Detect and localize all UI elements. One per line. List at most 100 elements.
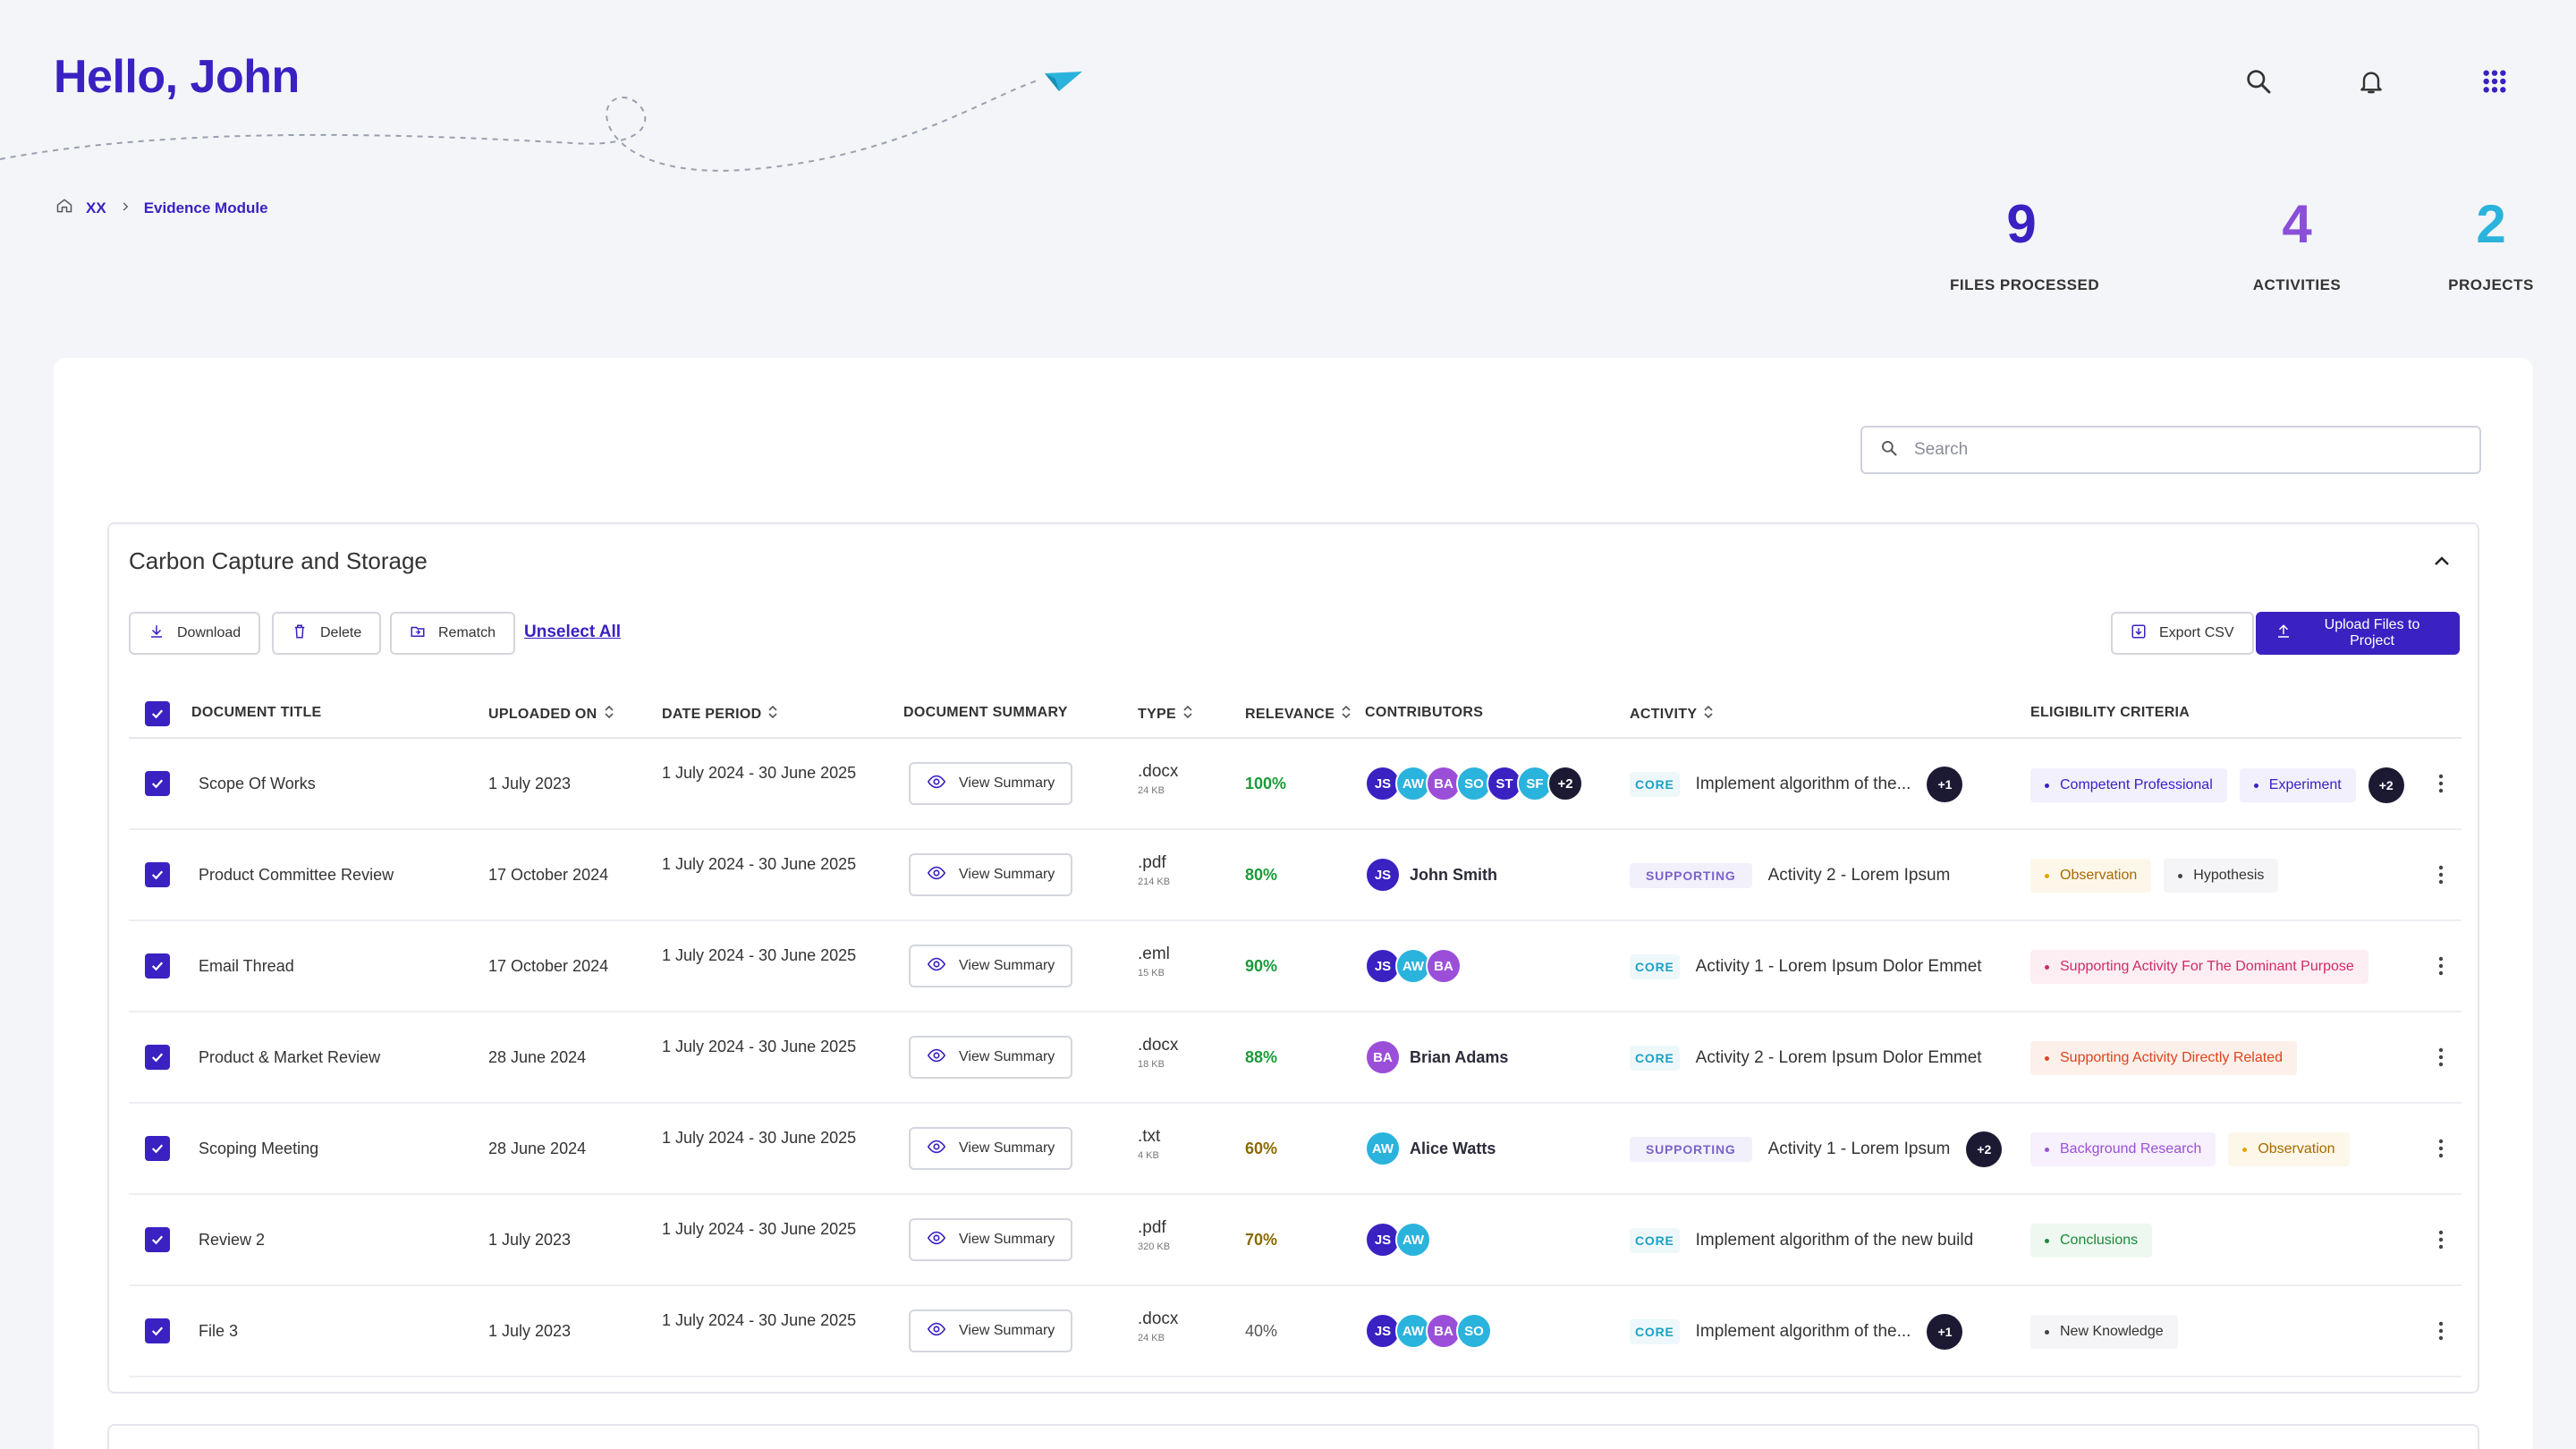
avatar[interactable]: AW bbox=[1395, 1222, 1431, 1258]
more-activities-badge[interactable]: +1 bbox=[1927, 1314, 1963, 1350]
avatar[interactable]: AW bbox=[1365, 1131, 1401, 1166]
table-row[interactable]: Scoping Meeting 28 June 2024 1 July 2024 -… bbox=[129, 1104, 2462, 1195]
more-activities-badge[interactable]: +1 bbox=[1927, 767, 1963, 802]
kebab-menu-icon[interactable] bbox=[2428, 1222, 2454, 1258]
col-relevance[interactable]: RELEVANCE bbox=[1245, 705, 1351, 724]
table-row[interactable]: Review 2 1 July 2023 1 July 2024 - 30 June… bbox=[129, 1195, 2462, 1286]
dot-icon bbox=[2253, 783, 2258, 788]
more-activities-badge[interactable]: +2 bbox=[1966, 1131, 2003, 1167]
view-summary-button[interactable]: View Summary bbox=[909, 762, 1073, 805]
view-summary-button[interactable]: View Summary bbox=[909, 853, 1073, 896]
delete-button[interactable]: Delete bbox=[272, 612, 382, 655]
activity-text[interactable]: Implement algorithm of the... bbox=[1695, 775, 1911, 793]
row-checkbox[interactable] bbox=[145, 771, 170, 796]
rematch-button[interactable]: Rematch bbox=[390, 612, 516, 655]
search-input[interactable] bbox=[1914, 440, 2451, 460]
table-row[interactable]: Scope Of Works 1 July 2023 1 July 2024 - 3… bbox=[129, 739, 2462, 830]
avatar[interactable]: AW bbox=[1395, 948, 1431, 984]
avatar[interactable]: BA bbox=[1426, 766, 1462, 801]
col-document-title[interactable]: DOCUMENT TITLE bbox=[191, 705, 322, 720]
kebab-menu-icon[interactable] bbox=[2428, 1039, 2454, 1075]
criteria-pill[interactable]: New Knowledge bbox=[2030, 1315, 2178, 1349]
export-csv-button[interactable]: Export CSV bbox=[2111, 612, 2254, 655]
criteria-pill[interactable]: Hypothesis bbox=[2164, 859, 2279, 893]
view-summary-button[interactable]: View Summary bbox=[909, 945, 1073, 987]
avatar[interactable]: BA bbox=[1365, 1039, 1401, 1075]
search-icon[interactable] bbox=[2238, 61, 2279, 102]
kebab-menu-icon[interactable] bbox=[2428, 766, 2454, 801]
sort-icon[interactable] bbox=[1342, 705, 1351, 724]
apps-grid-icon[interactable] bbox=[2474, 61, 2515, 102]
row-checkbox[interactable] bbox=[145, 953, 170, 979]
table-row[interactable]: File 3 1 July 2023 1 July 2024 - 30 June 2… bbox=[129, 1286, 2462, 1377]
row-checkbox[interactable] bbox=[145, 862, 170, 887]
sort-icon[interactable] bbox=[1704, 705, 1713, 724]
document-title[interactable]: Scoping Meeting bbox=[199, 1140, 319, 1157]
stat-label: FILES PROCESSED bbox=[1950, 276, 2100, 293]
breadcrumb-root[interactable]: XX bbox=[86, 199, 106, 216]
activity-text[interactable]: Activity 2 - Lorem Ipsum bbox=[1767, 866, 1951, 885]
activity-text[interactable]: Activity 1 - Lorem Ipsum bbox=[1767, 1140, 1951, 1158]
avatar[interactable]: JS bbox=[1365, 1313, 1401, 1349]
view-summary-button[interactable]: View Summary bbox=[909, 1309, 1073, 1352]
document-title[interactable]: Product Committee Review bbox=[199, 866, 394, 884]
more-contributors-badge[interactable]: +2 bbox=[1547, 766, 1583, 801]
unselect-all-link[interactable]: Unselect All bbox=[524, 623, 622, 641]
criteria-pill[interactable]: Supporting Activity For The Dominant Pur… bbox=[2030, 950, 2368, 984]
avatar[interactable]: JS bbox=[1365, 857, 1401, 893]
avatar[interactable]: SO bbox=[1456, 1313, 1492, 1349]
criteria-pill[interactable]: Observation bbox=[2030, 859, 2152, 893]
avatar[interactable]: SF bbox=[1517, 766, 1553, 801]
sort-icon[interactable] bbox=[768, 705, 778, 724]
avatar[interactable]: BA bbox=[1426, 948, 1462, 984]
col-type[interactable]: TYPE bbox=[1138, 705, 1192, 724]
view-summary-button[interactable]: View Summary bbox=[909, 1036, 1073, 1079]
kebab-menu-icon[interactable] bbox=[2428, 1313, 2454, 1349]
kebab-menu-icon[interactable] bbox=[2428, 948, 2454, 984]
breadcrumb-current[interactable]: Evidence Module bbox=[143, 199, 268, 216]
view-summary-button[interactable]: View Summary bbox=[909, 1127, 1073, 1170]
kebab-menu-icon[interactable] bbox=[2428, 1131, 2454, 1166]
document-title[interactable]: Review 2 bbox=[199, 1231, 266, 1249]
document-title[interactable]: Scope Of Works bbox=[199, 775, 316, 792]
select-all-checkbox[interactable] bbox=[145, 701, 170, 726]
row-checkbox[interactable] bbox=[145, 1136, 170, 1161]
criteria-pill[interactable]: Supporting Activity Directly Related bbox=[2030, 1041, 2297, 1075]
activity-text[interactable]: Activity 2 - Lorem Ipsum Dolor Emmet bbox=[1695, 1048, 1982, 1067]
avatar[interactable]: JS bbox=[1365, 948, 1401, 984]
table-row[interactable]: Product & Market Review 28 June 2024 1 Jul… bbox=[129, 1013, 2462, 1104]
sort-icon[interactable] bbox=[604, 705, 614, 724]
criteria-pill[interactable]: Observation bbox=[2228, 1132, 2350, 1166]
row-checkbox[interactable] bbox=[145, 1318, 170, 1343]
view-summary-label: View Summary bbox=[959, 1140, 1055, 1156]
search-box[interactable] bbox=[1860, 426, 2481, 474]
chevron-up-icon[interactable] bbox=[2426, 546, 2458, 578]
more-criteria-badge[interactable]: +2 bbox=[2368, 767, 2404, 803]
row-checkbox[interactable] bbox=[145, 1045, 170, 1070]
view-summary-button[interactable]: View Summary bbox=[909, 1218, 1073, 1261]
document-title[interactable]: Product & Market Review bbox=[199, 1048, 381, 1066]
row-checkbox[interactable] bbox=[145, 1227, 170, 1252]
table-row[interactable]: Email Thread 17 October 2024 1 July 2024 -… bbox=[129, 921, 2462, 1013]
upload-files-button[interactable]: Upload Files to Project bbox=[2256, 612, 2460, 655]
avatar[interactable]: AW bbox=[1395, 766, 1431, 801]
col-uploaded-on[interactable]: UPLOADED ON bbox=[488, 705, 614, 724]
activity-text[interactable]: Implement algorithm of the new build bbox=[1695, 1231, 1974, 1250]
criteria-pill[interactable]: Competent Professional bbox=[2030, 768, 2227, 802]
sort-icon[interactable] bbox=[1183, 705, 1192, 724]
col-date-period[interactable]: DATE PERIOD bbox=[662, 705, 778, 724]
bell-icon[interactable] bbox=[2351, 61, 2392, 102]
download-button[interactable]: Download bbox=[129, 612, 261, 655]
document-title[interactable]: File 3 bbox=[199, 1322, 239, 1340]
table-row[interactable]: Product Committee Review 17 October 2024 1… bbox=[129, 830, 2462, 921]
home-icon[interactable] bbox=[55, 197, 73, 219]
criteria-pill[interactable]: Background Research bbox=[2030, 1132, 2216, 1166]
activity-text[interactable]: Implement algorithm of the... bbox=[1695, 1322, 1911, 1341]
criteria-pill[interactable]: Experiment bbox=[2239, 768, 2356, 802]
kebab-menu-icon[interactable] bbox=[2428, 857, 2454, 893]
criteria-pill[interactable]: Conclusions bbox=[2030, 1224, 2153, 1258]
col-activity[interactable]: ACTIVITY bbox=[1630, 705, 1713, 724]
activity-text[interactable]: Activity 1 - Lorem Ipsum Dolor Emmet bbox=[1695, 957, 1982, 976]
document-title[interactable]: Email Thread bbox=[199, 957, 294, 975]
avatar[interactable]: SO bbox=[1456, 766, 1492, 801]
